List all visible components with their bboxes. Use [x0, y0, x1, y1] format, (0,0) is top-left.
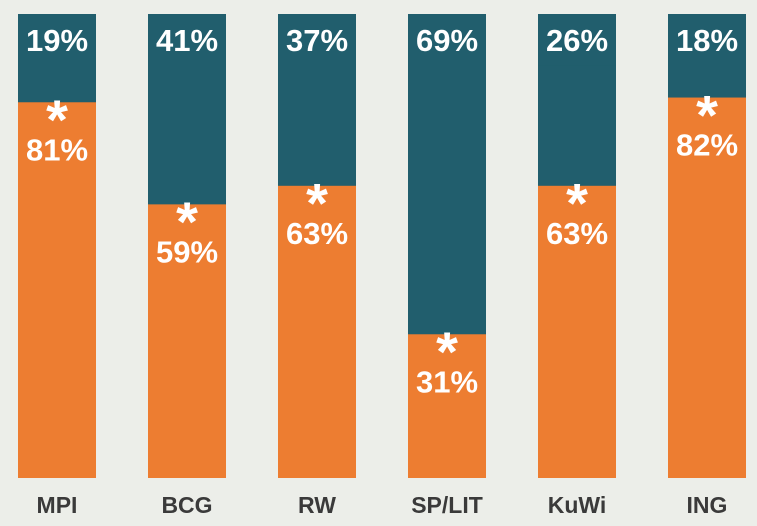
value-label: 63%: [546, 216, 608, 251]
x-tick-label: BCG: [161, 492, 212, 518]
x-tick-label: MPI: [37, 492, 78, 518]
value-label: 18%: [676, 23, 738, 58]
value-label: 37%: [286, 23, 348, 58]
x-tick-label: KuWi: [548, 492, 607, 518]
annotation: *: [306, 171, 328, 234]
annotation: *: [176, 190, 198, 253]
bar-segment: [668, 97, 746, 479]
bar-segment: [538, 65, 616, 186]
x-tick-label: SP/LIT: [411, 492, 483, 518]
bar-segment: [408, 14, 486, 335]
annotation: *: [696, 83, 718, 146]
bar-segment: [148, 204, 226, 479]
x-tick-label: RW: [298, 492, 336, 518]
value-label: 59%: [156, 234, 218, 269]
value-label: 82%: [676, 128, 738, 163]
bar-segment: [278, 185, 356, 478]
value-label: 31%: [416, 364, 478, 399]
value-label: 26%: [546, 23, 608, 58]
value-label: 81%: [26, 132, 88, 167]
bar-segment: [18, 102, 96, 478]
annotation: *: [436, 320, 458, 383]
bar-segment: [408, 334, 486, 478]
bar-segment: [668, 14, 746, 98]
bar-segment: [18, 14, 96, 103]
annotation: *: [566, 171, 588, 234]
value-label: 19%: [26, 23, 88, 58]
value-label: 69%: [416, 23, 478, 58]
value-label: 41%: [156, 23, 218, 58]
x-tick-label: ING: [687, 492, 728, 518]
bar-segment: [538, 185, 616, 478]
bar-segment: [278, 14, 356, 186]
annotation: *: [46, 88, 68, 151]
bar-segment: [148, 14, 226, 205]
value-label: 63%: [286, 216, 348, 251]
